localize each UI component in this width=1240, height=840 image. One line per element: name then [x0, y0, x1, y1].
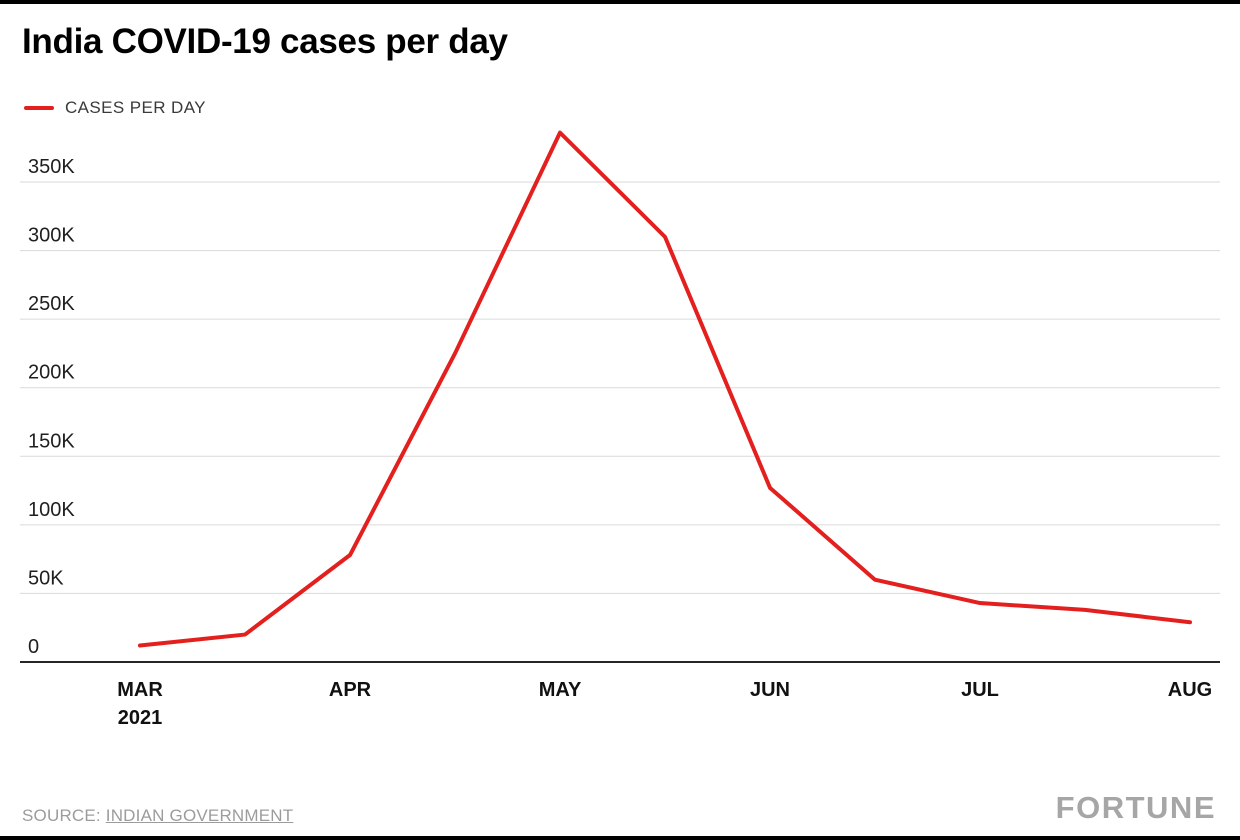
chart-svg: 0 50K 100K 150K 200K 250K 300K 350K MAR 2021 APR MA… — [20, 130, 1220, 729]
y-tick-label: 350K — [28, 156, 75, 178]
y-tick-label: 150K — [28, 430, 75, 452]
x-tick-label: MAR — [117, 679, 163, 701]
cases-line — [138, 130, 1192, 648]
fortune-logo: FORTUNE — [1055, 790, 1216, 825]
y-tick-label: 0 — [28, 636, 39, 658]
source-prefix: SOURCE: — [22, 806, 106, 825]
y-tick-label: 100K — [28, 499, 75, 521]
legend-label: CASES PER DAY — [65, 98, 206, 117]
x-tick-label: JUL — [961, 679, 999, 701]
source-link[interactable]: INDIAN GOVERNMENT — [105, 806, 294, 825]
x-tick-label: MAY — [539, 679, 582, 701]
x-tick-year-label: 2021 — [118, 707, 163, 729]
y-tick-label: 250K — [28, 293, 75, 315]
x-tick-label: APR — [329, 679, 372, 701]
x-tick-label: AUG — [1168, 679, 1212, 701]
top-border — [0, 0, 1240, 4]
line-chart: 0 50K 100K 150K 200K 250K 300K 350K MAR 2021 APR MA… — [0, 122, 1240, 742]
bottom-border — [0, 836, 1240, 840]
y-tick-label: 300K — [28, 225, 75, 247]
y-tick-label: 200K — [28, 362, 75, 384]
chart-footer: SOURCE: INDIAN GOVERNMENT FORTUNE — [22, 790, 1216, 826]
chart-title: India COVID-19 cases per day — [22, 22, 508, 61]
y-tick-label: 50K — [28, 567, 64, 589]
x-tick-label: JUN — [750, 679, 790, 701]
source-note: SOURCE: INDIAN GOVERNMENT — [22, 806, 293, 826]
legend-line-swatch — [24, 106, 54, 110]
legend: CASES PER DAY — [24, 98, 206, 118]
